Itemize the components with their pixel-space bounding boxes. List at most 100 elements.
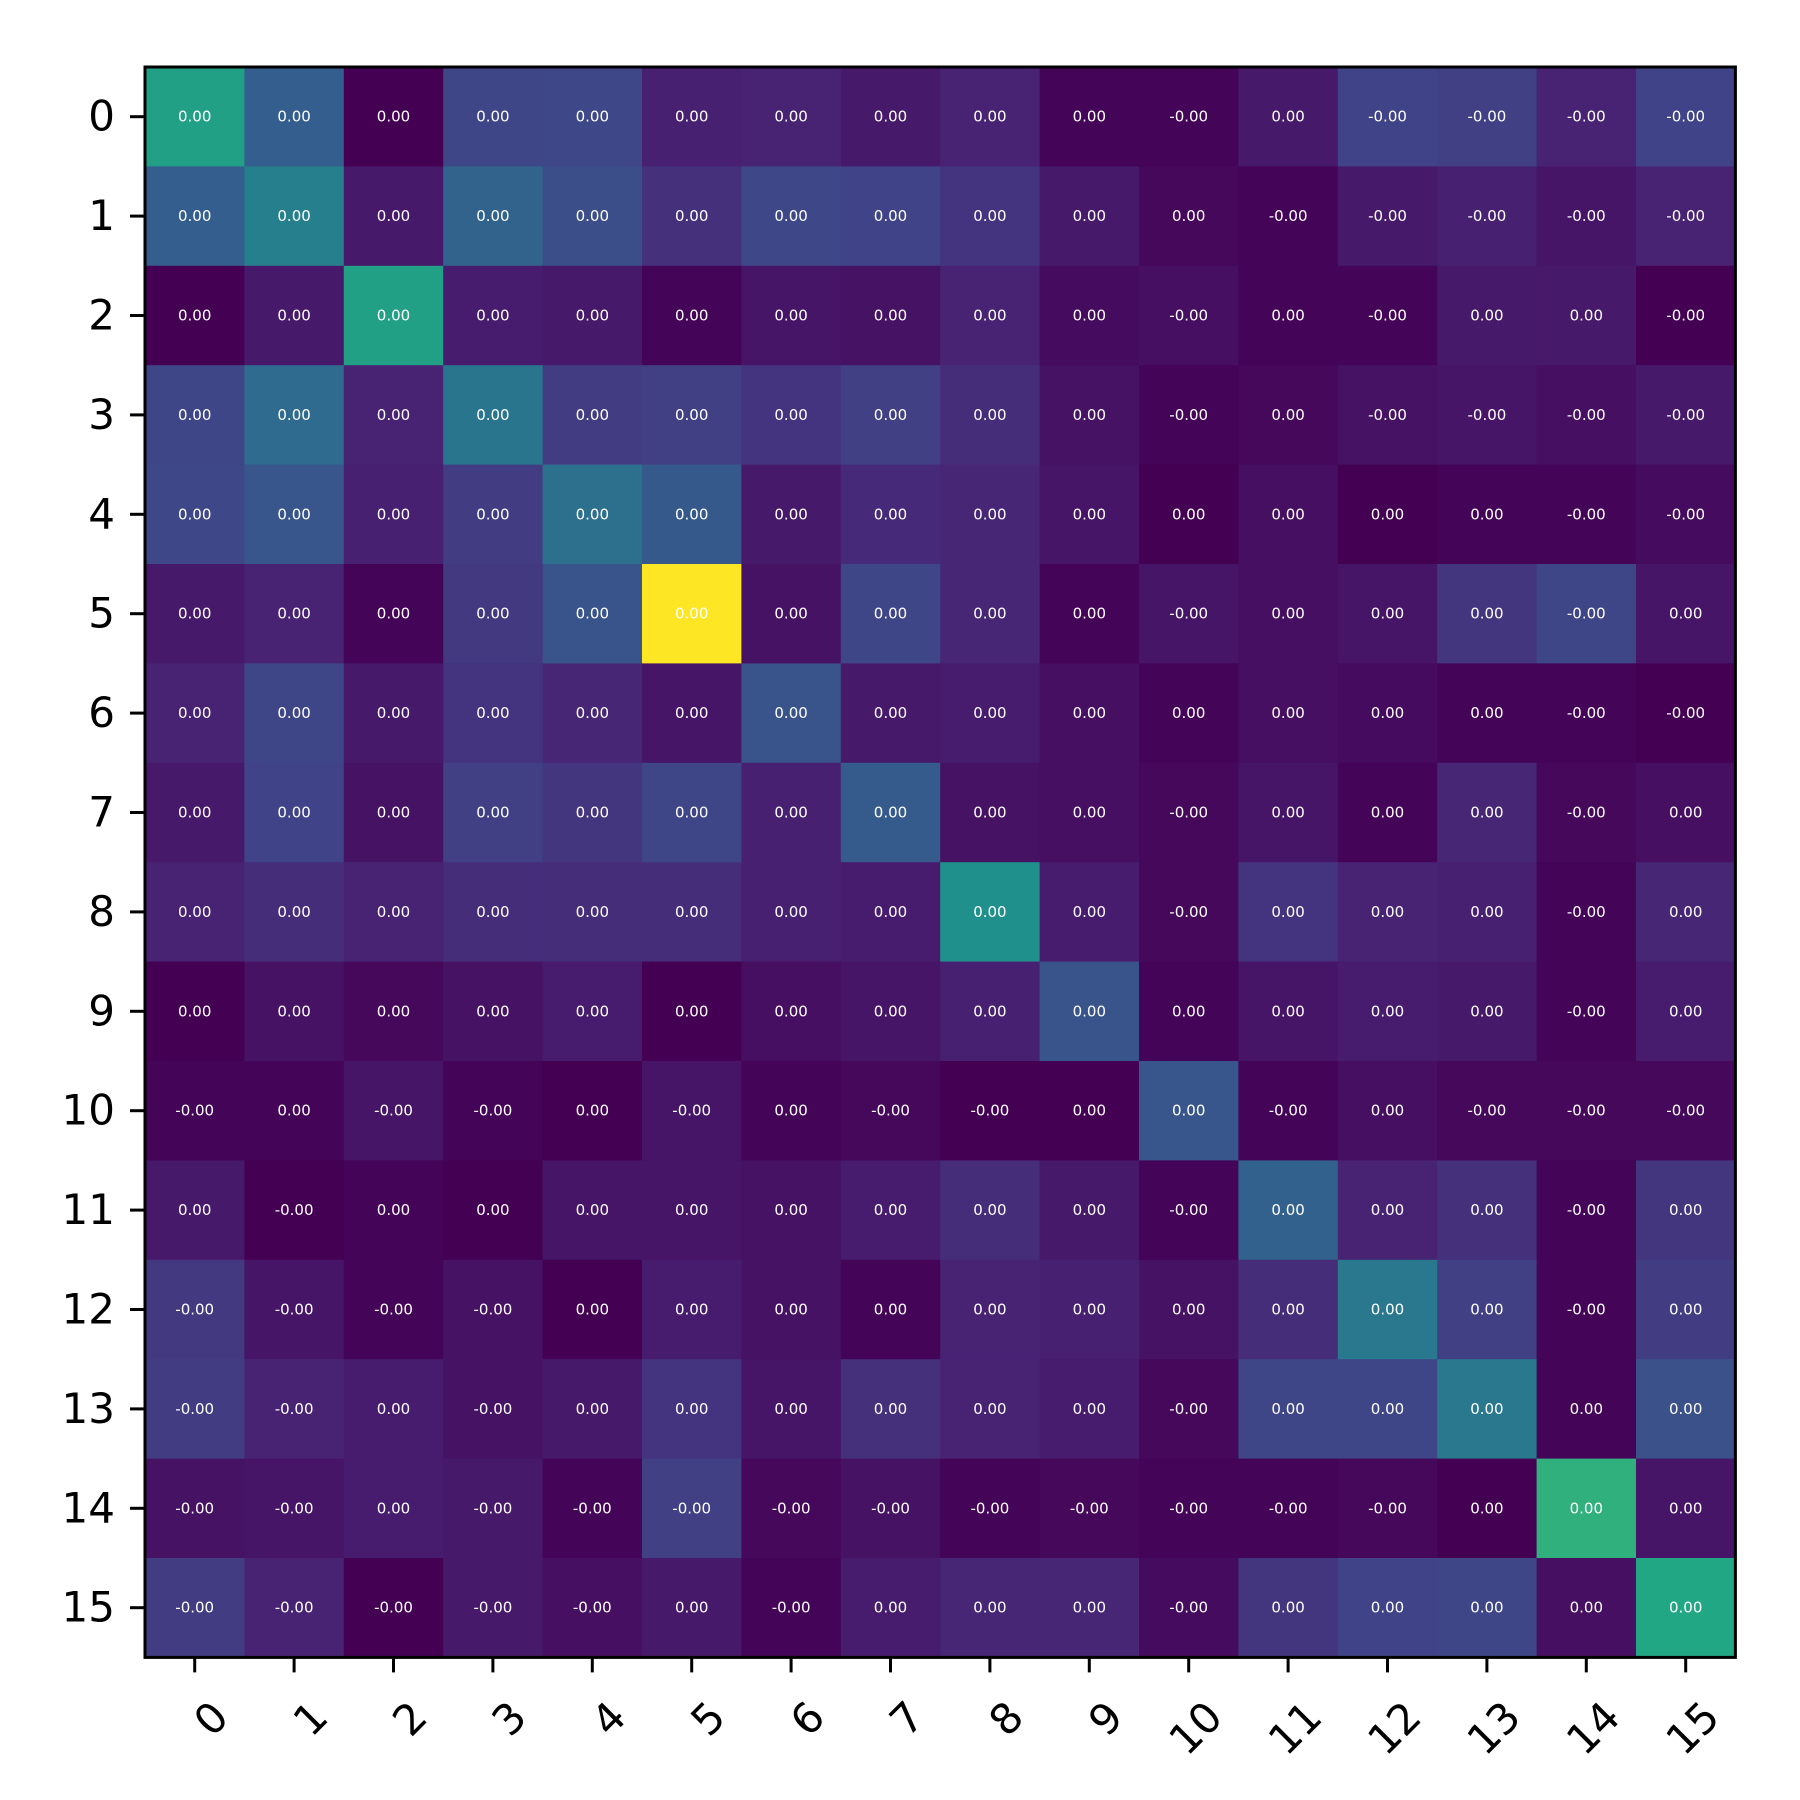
cell-value-label: 0.00 (1271, 1201, 1304, 1219)
heatmap-cell (145, 265, 245, 366)
cell-value-label: 0.00 (277, 505, 310, 523)
heatmap-cell (1636, 265, 1736, 366)
cell-value-label: 0.00 (1271, 704, 1304, 722)
heatmap-cell (1636, 564, 1736, 664)
y-tick-label: 2 (88, 291, 115, 340)
heatmap-cell (1337, 961, 1438, 1062)
cell-value-label: 0.00 (476, 704, 509, 722)
heatmap-cell (1238, 365, 1339, 466)
cell-value-label: -0.00 (1666, 307, 1705, 325)
cell-value-label: 0.00 (476, 207, 509, 225)
cell-value-label: 0.00 (476, 903, 509, 921)
cell-value-label: 0.00 (874, 505, 907, 523)
y-tick-label: 12 (62, 1285, 115, 1334)
cell-value-label: -0.00 (1467, 1102, 1506, 1120)
heatmap-cell (1636, 663, 1736, 764)
y-tick-label: 0 (88, 92, 115, 141)
cell-value-label: -0.00 (672, 1102, 711, 1120)
heatmap-cell (1536, 1061, 1637, 1161)
x-tick-label: 14 (1557, 1692, 1629, 1764)
cell-value-label: 0.00 (874, 207, 907, 225)
cell-value-label: -0.00 (1368, 307, 1407, 325)
cell-value-label: 0.00 (774, 1002, 807, 1020)
cell-value-label: 0.00 (1371, 1002, 1404, 1020)
cell-value-label: -0.00 (473, 1599, 512, 1617)
cell-value-label: -0.00 (1169, 406, 1208, 424)
x-tick-label: 11 (1259, 1692, 1331, 1764)
heatmap-cell (1238, 663, 1339, 764)
cell-value-label: 0.00 (675, 903, 708, 921)
cell-value-label: 0.00 (1073, 1301, 1106, 1319)
heatmap-cell (1238, 762, 1339, 863)
cell-value-label: 0.00 (1570, 307, 1603, 325)
heatmap-cell (443, 1558, 544, 1658)
heatmap-cell (542, 464, 643, 565)
heatmap-cell (1636, 1259, 1736, 1360)
heatmap-cell (145, 961, 245, 1062)
cell-value-label: -0.00 (1567, 207, 1606, 225)
cell-value-label: 0.00 (1371, 1599, 1404, 1617)
heatmap-cell (741, 1558, 842, 1658)
plot-frame (143, 65, 1737, 1659)
heatmap-cell (940, 365, 1041, 466)
cell-value-label: 0.00 (1073, 1400, 1106, 1418)
heatmap-cell (443, 166, 544, 267)
heatmap-cell (443, 762, 544, 863)
cell-value-label: 0.00 (1470, 307, 1503, 325)
heatmap-cell (1039, 265, 1140, 366)
cell-value-label: 0.00 (277, 704, 310, 722)
x-tick-label: 6 (781, 1692, 835, 1746)
heatmap-cell (1636, 67, 1736, 167)
heatmap-cell (1337, 1061, 1438, 1161)
cell-value-label: -0.00 (473, 1499, 512, 1517)
cell-value-label: 0.00 (1271, 804, 1304, 822)
heatmap-cell (940, 1558, 1041, 1658)
heatmap-cell (145, 1160, 245, 1261)
cell-value-label: 0.00 (1271, 1599, 1304, 1617)
heatmap-cell (542, 1061, 643, 1161)
heatmap-cell (343, 166, 444, 267)
cell-value-label: 0.00 (476, 406, 509, 424)
heatmap-cell (940, 862, 1041, 963)
heatmap-cell (1238, 862, 1339, 963)
heatmap-cell (1238, 166, 1339, 267)
heatmap-cell (1337, 1458, 1438, 1559)
cell-value-label: 0.00 (1073, 108, 1106, 126)
y-tick-label: 5 (88, 589, 115, 638)
cell-value-label: 0.00 (576, 406, 609, 424)
cell-value-label: 0.00 (874, 605, 907, 623)
heatmap-cell (1437, 1061, 1538, 1161)
heatmap-cell (1139, 1359, 1239, 1460)
heatmap-cell (1238, 265, 1339, 366)
heatmap-cell (1039, 67, 1140, 167)
cell-value-label: 0.00 (774, 108, 807, 126)
heatmap-cell (145, 762, 245, 863)
cell-value-label: 0.00 (1669, 1002, 1702, 1020)
heatmap-cell (741, 663, 842, 764)
heatmap-cell (840, 862, 941, 963)
cell-value-label: 0.00 (973, 307, 1006, 325)
heatmap-cell (1636, 1160, 1736, 1261)
heatmap-cell (1437, 663, 1538, 764)
cell-value-label: -0.00 (1666, 505, 1705, 523)
heatmap-cell (1536, 862, 1637, 963)
heatmap-cell (1536, 67, 1637, 167)
cell-value-label: 0.00 (874, 1400, 907, 1418)
heatmap-cell (1039, 663, 1140, 764)
cell-value-label: 0.00 (377, 406, 410, 424)
cell-value-label: 0.00 (1073, 406, 1106, 424)
cell-value-label: 0.00 (1669, 1201, 1702, 1219)
heatmap-cell (443, 1160, 544, 1261)
heatmap-cell (542, 961, 643, 1062)
cell-value-label: -0.00 (1666, 1102, 1705, 1120)
heatmap-cell (145, 1061, 245, 1161)
cell-value-label: -0.00 (275, 1400, 314, 1418)
heatmap-cell (1437, 961, 1538, 1062)
heatmap-cell (343, 1160, 444, 1261)
cell-value-label: 0.00 (973, 1002, 1006, 1020)
cell-value-label: 0.00 (576, 307, 609, 325)
cell-value-label: 0.00 (1371, 1301, 1404, 1319)
cell-value-label: 0.00 (1669, 1499, 1702, 1517)
heatmap-cell (940, 564, 1041, 664)
